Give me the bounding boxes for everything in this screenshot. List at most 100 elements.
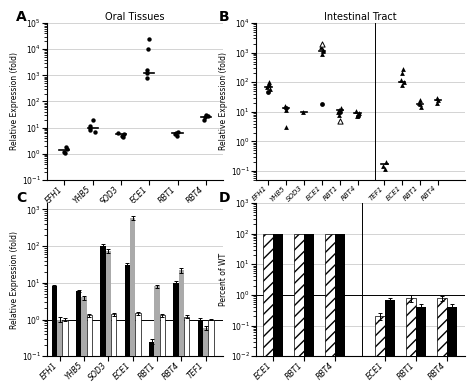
Y-axis label: Relative Expression (fold): Relative Expression (fold) bbox=[219, 52, 228, 151]
Point bbox=[417, 103, 424, 110]
Bar bbox=[57, 319, 62, 383]
Title: Oral Tissues: Oral Tissues bbox=[105, 12, 165, 22]
Bar bbox=[203, 327, 209, 383]
Point bbox=[173, 133, 181, 139]
Point bbox=[335, 106, 343, 113]
Point bbox=[201, 117, 208, 123]
Point bbox=[64, 146, 71, 152]
Point bbox=[319, 47, 326, 53]
Y-axis label: Relative Expression (fold): Relative Expression (fold) bbox=[10, 52, 19, 151]
Text: (efg1⁻; cph1⁻): (efg1⁻; cph1⁻) bbox=[386, 241, 436, 248]
Point bbox=[173, 129, 180, 136]
Point bbox=[265, 79, 273, 85]
Bar bbox=[179, 270, 184, 383]
Point bbox=[283, 124, 290, 130]
Bar bbox=[406, 298, 416, 383]
Point bbox=[415, 100, 423, 106]
Text: B: B bbox=[219, 10, 229, 25]
Point bbox=[61, 150, 69, 156]
Bar bbox=[447, 307, 457, 383]
Point bbox=[62, 144, 70, 150]
Bar bbox=[136, 313, 141, 383]
Text: (WT): (WT) bbox=[303, 241, 323, 250]
Point bbox=[264, 82, 272, 88]
Point bbox=[119, 134, 127, 140]
Point bbox=[87, 123, 94, 129]
Bar bbox=[209, 319, 214, 383]
Bar bbox=[173, 283, 179, 383]
Point bbox=[87, 127, 94, 133]
Point bbox=[334, 109, 342, 115]
Point bbox=[416, 101, 424, 107]
Bar bbox=[100, 246, 106, 383]
Bar bbox=[130, 218, 136, 383]
Point bbox=[352, 108, 360, 114]
Bar bbox=[294, 234, 304, 383]
Point bbox=[318, 51, 326, 57]
Point bbox=[283, 106, 290, 113]
Point bbox=[354, 113, 361, 119]
Point bbox=[283, 105, 290, 111]
Bar bbox=[263, 234, 273, 383]
Bar bbox=[76, 291, 81, 383]
Point bbox=[204, 113, 211, 119]
Point bbox=[300, 109, 307, 115]
Bar bbox=[438, 298, 447, 383]
Bar bbox=[155, 286, 160, 383]
Text: A: A bbox=[16, 10, 27, 25]
Bar bbox=[81, 298, 87, 383]
Point bbox=[382, 159, 390, 165]
Point bbox=[120, 131, 128, 137]
Bar bbox=[304, 234, 314, 383]
Point bbox=[263, 84, 271, 90]
Bar bbox=[106, 251, 111, 383]
Bar bbox=[160, 315, 165, 383]
Point bbox=[400, 79, 407, 85]
Point bbox=[336, 109, 344, 115]
Point bbox=[143, 67, 151, 73]
Point bbox=[202, 112, 210, 118]
Point bbox=[399, 70, 406, 76]
Bar bbox=[111, 314, 116, 383]
Point bbox=[60, 149, 67, 155]
Point bbox=[144, 46, 152, 52]
Bar bbox=[62, 319, 68, 383]
Point bbox=[336, 118, 344, 124]
Point bbox=[318, 44, 325, 51]
Bar bbox=[87, 315, 92, 383]
Bar bbox=[416, 307, 426, 383]
Point bbox=[201, 114, 209, 120]
Point bbox=[337, 105, 345, 111]
Point bbox=[114, 130, 121, 136]
Point bbox=[354, 113, 361, 119]
Point bbox=[118, 133, 126, 139]
Point bbox=[335, 112, 343, 118]
Point bbox=[319, 48, 327, 54]
Bar bbox=[184, 317, 190, 383]
Bar bbox=[385, 300, 395, 383]
Text: C: C bbox=[16, 191, 26, 205]
Point bbox=[434, 95, 441, 101]
Point bbox=[397, 77, 405, 83]
Point bbox=[171, 131, 179, 137]
Point bbox=[434, 100, 441, 106]
Bar bbox=[273, 234, 283, 383]
Bar bbox=[149, 342, 155, 383]
Point bbox=[434, 97, 441, 103]
Point bbox=[86, 124, 93, 131]
Point bbox=[90, 117, 97, 123]
Point bbox=[381, 166, 389, 172]
Y-axis label: Percent of WT: Percent of WT bbox=[219, 253, 228, 306]
Point bbox=[399, 82, 406, 88]
Bar bbox=[335, 234, 345, 383]
Point bbox=[265, 80, 273, 87]
Y-axis label: Relative Expression (fold): Relative Expression (fold) bbox=[10, 231, 19, 329]
Bar bbox=[198, 319, 203, 383]
Point bbox=[318, 101, 326, 107]
Point bbox=[399, 66, 407, 72]
Point bbox=[146, 36, 153, 42]
Point bbox=[91, 129, 99, 135]
Point bbox=[318, 41, 326, 47]
Point bbox=[266, 86, 274, 92]
Bar bbox=[125, 265, 130, 383]
